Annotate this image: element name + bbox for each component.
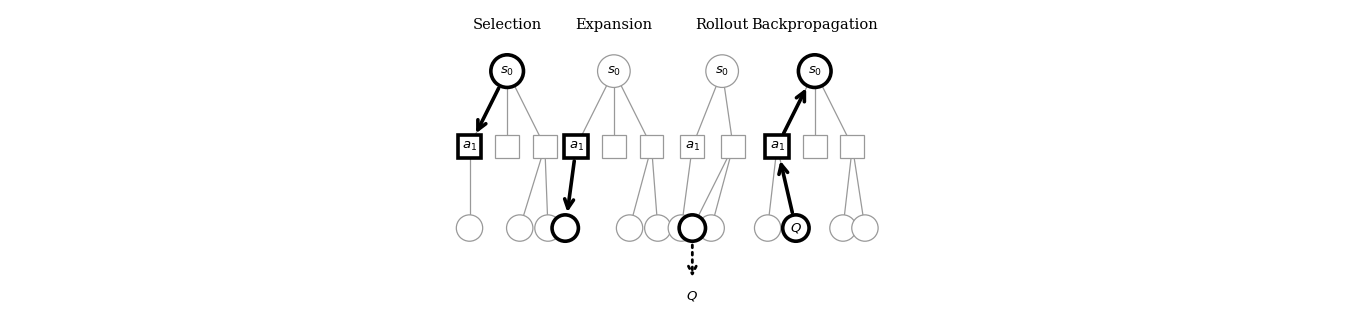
Bar [564, 135, 589, 158]
Bar [680, 135, 704, 158]
Bar [765, 135, 789, 158]
Circle shape [851, 215, 878, 241]
Circle shape [552, 215, 578, 241]
Bar [841, 135, 865, 158]
Bar [640, 135, 664, 158]
Bar [602, 135, 626, 158]
Circle shape [706, 55, 738, 87]
Circle shape [668, 215, 695, 241]
Bar [533, 135, 556, 158]
Text: Expansion: Expansion [575, 18, 652, 32]
Circle shape [617, 215, 643, 241]
Circle shape [799, 55, 831, 87]
Circle shape [598, 55, 630, 87]
Text: $s_0$: $s_0$ [500, 65, 515, 78]
Circle shape [645, 215, 671, 241]
Text: $s_0$: $s_0$ [715, 65, 729, 78]
Text: $s_0$: $s_0$ [606, 65, 621, 78]
Bar [803, 135, 827, 158]
Text: $a_1$: $a_1$ [769, 140, 784, 153]
Circle shape [535, 215, 562, 241]
Text: $a_1$: $a_1$ [684, 140, 700, 153]
Text: Selection: Selection [473, 18, 541, 32]
Bar [458, 135, 481, 158]
Circle shape [698, 215, 725, 241]
Text: $a_1$: $a_1$ [568, 140, 583, 153]
Text: Rollout: Rollout [695, 18, 749, 32]
Circle shape [679, 215, 706, 241]
Circle shape [830, 215, 857, 241]
Circle shape [783, 215, 810, 241]
Text: $s_0$: $s_0$ [808, 65, 822, 78]
Text: $Q$: $Q$ [687, 289, 698, 303]
Circle shape [754, 215, 781, 241]
Circle shape [457, 215, 482, 241]
Bar [721, 135, 745, 158]
Circle shape [506, 215, 533, 241]
Circle shape [490, 55, 524, 87]
Bar [496, 135, 519, 158]
Text: $Q$: $Q$ [789, 221, 801, 235]
Text: Backpropagation: Backpropagation [752, 18, 878, 32]
Text: $a_1$: $a_1$ [462, 140, 477, 153]
